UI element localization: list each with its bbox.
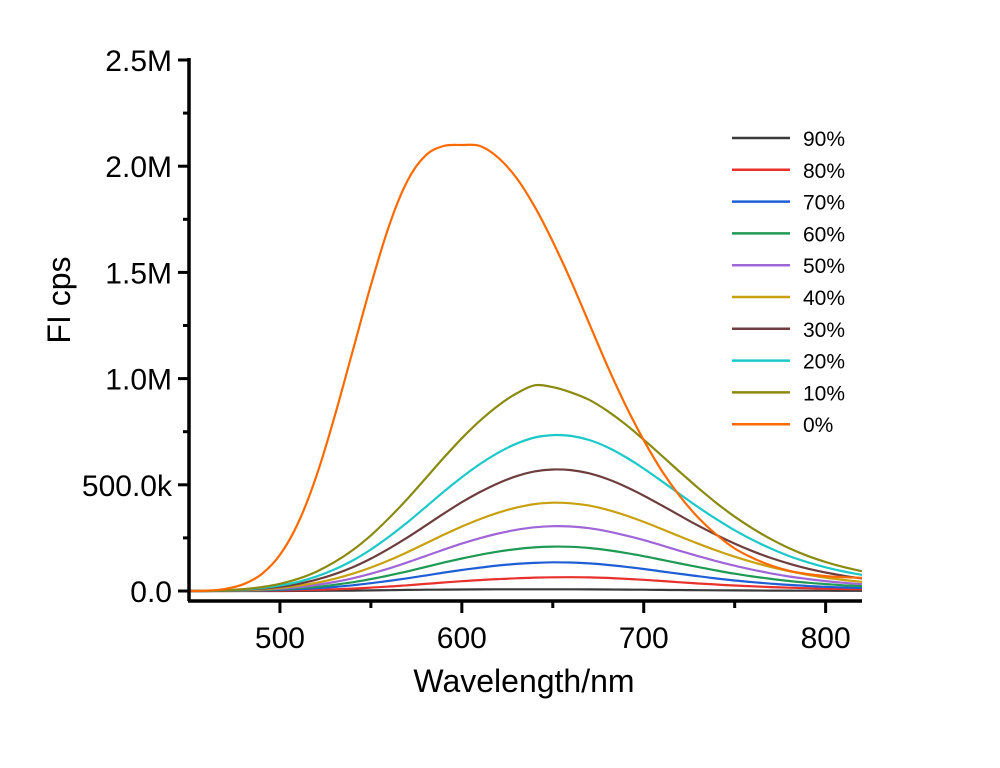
ticks-layer: 0.0 500.0k 1.0M 1.5M 2.0M 2.5M 500 600 700 800 — [82, 45, 851, 655]
legend-item: 40% — [732, 287, 845, 310]
series-line-0pct — [188, 143, 863, 593]
legend-label: 20% — [803, 351, 845, 374]
series-line-10pct — [188, 383, 863, 593]
legend-item: 20% — [732, 351, 845, 374]
y-axis-title: FI cps — [41, 256, 77, 343]
x-axis-title: Wavelength/nm — [413, 663, 634, 699]
series-line-30pct — [188, 468, 863, 593]
series-line-50pct — [188, 525, 863, 593]
axes-layer — [187, 58, 862, 603]
legend-label: 50% — [803, 255, 845, 278]
series-layer — [188, 143, 863, 593]
x-tick-label: 500 — [255, 622, 305, 655]
legend-item: 50% — [732, 255, 845, 278]
legend-label: 30% — [803, 319, 845, 342]
legend-label: 70% — [803, 192, 845, 215]
legend-label: 80% — [803, 160, 845, 183]
legend-item: 0% — [732, 414, 833, 437]
x-tick-label: 800 — [801, 622, 851, 655]
y-tick-label: 1.0M — [105, 364, 172, 397]
legend-item: 60% — [732, 223, 845, 246]
series-line-80pct — [189, 576, 863, 593]
legend-item: 30% — [732, 319, 845, 342]
y-tick-label: 1.5M — [105, 257, 172, 290]
legend-item: 70% — [732, 192, 845, 215]
legend-label: 60% — [803, 223, 845, 246]
legend-item: 10% — [732, 382, 845, 405]
y-tick-label: 2.0M — [105, 151, 172, 184]
series-line-40pct — [188, 501, 863, 593]
x-tick-label: 700 — [619, 622, 669, 655]
legend-label: 40% — [803, 287, 845, 310]
legend-item: 90% — [732, 128, 845, 151]
series-line-60pct — [189, 545, 863, 593]
legend-item: 80% — [732, 160, 845, 183]
y-tick-label: 0.0 — [130, 576, 172, 609]
x-tick-label: 600 — [437, 622, 487, 655]
y-tick-label: 2.5M — [105, 45, 172, 78]
series-line-20pct — [188, 433, 863, 593]
legend: 90% 80% 70% 60% 50% 40% 30% 20% 10% 0% — [732, 128, 845, 437]
legend-label: 10% — [803, 382, 845, 405]
legend-label: 0% — [803, 414, 833, 437]
legend-label: 90% — [803, 128, 845, 151]
y-tick-label: 500.0k — [82, 470, 173, 503]
